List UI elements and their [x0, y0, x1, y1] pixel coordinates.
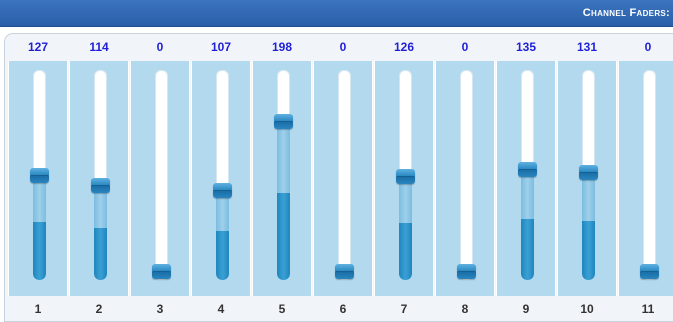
- header-title: Channel Faders:: [582, 7, 670, 19]
- fader-knob[interactable]: [152, 264, 171, 279]
- fader-value: 131: [576, 40, 598, 54]
- fader-track[interactable]: [277, 70, 290, 280]
- fader-knob[interactable]: [579, 165, 598, 180]
- fader-area[interactable]: [191, 61, 251, 296]
- channel-number: 10: [580, 302, 594, 316]
- channel-number: 9: [522, 302, 530, 316]
- channel-number: 4: [217, 302, 225, 316]
- fader-knob[interactable]: [640, 264, 659, 279]
- fader-knob[interactable]: [457, 264, 476, 279]
- fader-fill: [521, 219, 534, 280]
- section-header: Channel Faders:: [0, 0, 673, 27]
- fader-track[interactable]: [643, 70, 656, 280]
- fader-area[interactable]: [8, 61, 68, 296]
- fader-knob[interactable]: [518, 162, 537, 177]
- channel-number: 11: [641, 302, 655, 316]
- fader-fill: [277, 193, 290, 280]
- fader-track[interactable]: [338, 70, 351, 280]
- fader-channel-5: 198 5: [252, 34, 312, 321]
- fader-channel-9: 135 9: [496, 34, 556, 321]
- fader-area[interactable]: [618, 61, 673, 296]
- fader-knob[interactable]: [335, 264, 354, 279]
- fader-channel-7: 126 7: [374, 34, 434, 321]
- fader-channel-1: 127 1: [8, 34, 68, 321]
- fader-area[interactable]: [557, 61, 617, 296]
- channel-number: 7: [400, 302, 408, 316]
- fader-knob[interactable]: [91, 178, 110, 193]
- channel-number: 8: [461, 302, 469, 316]
- channel-number: 5: [278, 302, 286, 316]
- channel-number: 1: [34, 302, 42, 316]
- fader-fill: [582, 221, 595, 280]
- fader-area[interactable]: [130, 61, 190, 296]
- fader-channel-2: 114 2: [69, 34, 129, 321]
- fader-knob[interactable]: [396, 169, 415, 184]
- fader-track[interactable]: [155, 70, 168, 280]
- fader-knob[interactable]: [213, 183, 232, 198]
- fader-fill: [94, 228, 107, 280]
- fader-value: 114: [89, 40, 109, 54]
- fader-channel-11: 0 11: [618, 34, 673, 321]
- fader-value: 0: [156, 40, 164, 54]
- fader-value: 135: [515, 40, 537, 54]
- fader-value: 0: [461, 40, 469, 54]
- fader-value: 126: [393, 40, 415, 54]
- fader-area[interactable]: [313, 61, 373, 296]
- channel-number: 2: [95, 302, 103, 316]
- channel-faders-panel: 127 1 114 2 0 3 107 4 198 5 0 6 126 7 0 8 135 9 131 10 0 11: [4, 33, 673, 322]
- fader-area[interactable]: [435, 61, 495, 296]
- fader-track[interactable]: [216, 70, 229, 280]
- fader-value: 127: [27, 40, 49, 54]
- channel-number: 3: [156, 302, 164, 316]
- fader-channel-4: 107 4: [191, 34, 251, 321]
- channel-list: 127 1 114 2 0 3 107 4 198 5 0 6 126 7 0 8 135 9 131 10 0 11: [8, 34, 673, 321]
- fader-fill: [216, 231, 229, 280]
- channel-number: 6: [339, 302, 347, 316]
- fader-value: 198: [271, 40, 293, 54]
- fader-knob[interactable]: [30, 168, 49, 183]
- fader-fill: [33, 222, 46, 280]
- fader-area[interactable]: [69, 61, 129, 296]
- fader-area[interactable]: [374, 61, 434, 296]
- fader-area[interactable]: [496, 61, 556, 296]
- fader-value: 0: [339, 40, 347, 54]
- fader-fill: [399, 223, 412, 280]
- fader-knob[interactable]: [274, 114, 293, 129]
- fader-channel-10: 131 10: [557, 34, 617, 321]
- fader-area[interactable]: [252, 61, 312, 296]
- fader-value: 107: [210, 40, 232, 54]
- fader-track[interactable]: [94, 70, 107, 280]
- fader-value: 0: [644, 40, 652, 54]
- fader-track[interactable]: [460, 70, 473, 280]
